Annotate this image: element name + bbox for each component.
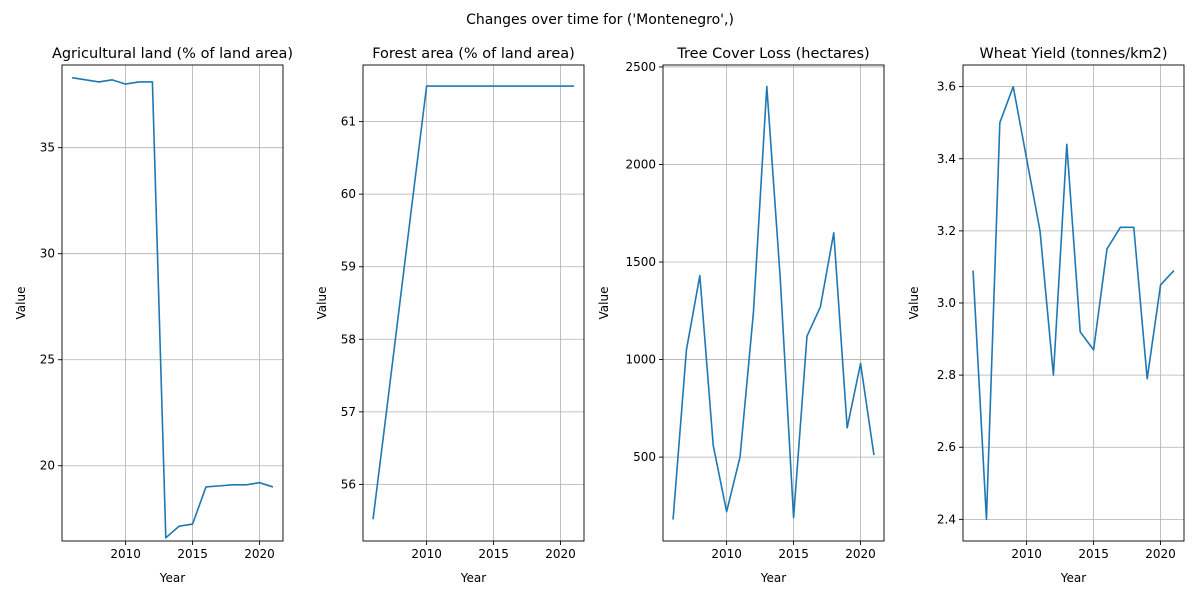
x-axis-label: Year: [1060, 571, 1086, 585]
x-tick-label: 2010: [411, 547, 442, 561]
subplot-3: 2010 2015 2020 500 1000 1500 2000 2500 Tree Cove…: [597, 46, 885, 585]
subplot-2: 2010 2015 2020 56 57 58 59 60 61 Forest area (% o…: [315, 46, 585, 585]
subplot-title: Forest area (% of land area): [372, 46, 575, 62]
axes-frame: [61, 64, 284, 542]
x-tick-label: 2015: [177, 547, 208, 561]
y-tick-label: 3.6: [937, 80, 956, 94]
x-tick-label: 2020: [545, 547, 576, 561]
subplot-4: 2010 2015 2020 2.4 2.6 2.8 3.0 3.2 3.4 3.6 Wheat Y…: [907, 46, 1185, 585]
series-line: [672, 85, 875, 520]
y-tick-label: 3.2: [937, 224, 956, 238]
y-tick-label: 59: [341, 260, 356, 274]
y-tick-label: 57: [341, 405, 356, 419]
y-tick-label: 1000: [625, 353, 656, 367]
figure-suptitle: Changes over time for ('Montenegro',): [466, 12, 734, 28]
y-tick-label: 30: [40, 247, 55, 261]
x-tick-label: 2015: [778, 547, 809, 561]
y-tick-label: 20: [40, 459, 55, 473]
x-axis-label: Year: [760, 571, 786, 585]
y-axis-label: Value: [597, 287, 611, 320]
y-tick-label: 500: [633, 450, 656, 464]
x-tick-label: 2020: [1145, 547, 1176, 561]
y-tick-label: 2.6: [937, 440, 956, 454]
y-tick-label: 35: [40, 141, 55, 155]
axes-frame: [662, 64, 885, 542]
series-line: [972, 85, 1175, 521]
y-tick-label: 1500: [625, 255, 656, 269]
series-line: [71, 76, 274, 539]
y-axis-label: Value: [315, 287, 329, 320]
y-tick-label: 3.4: [937, 152, 956, 166]
y-tick-label: 2.8: [937, 368, 956, 382]
y-axis-label: Value: [14, 287, 28, 320]
axes-frame: [362, 64, 585, 542]
x-tick-label: 2020: [845, 547, 876, 561]
x-tick-label: 2015: [478, 547, 509, 561]
x-axis-label: Year: [159, 571, 185, 585]
x-tick-label: 2015: [1078, 547, 1109, 561]
y-tick-label: 60: [341, 187, 356, 201]
x-tick-label: 2010: [1011, 547, 1042, 561]
y-tick-label: 3.0: [937, 296, 956, 310]
y-tick-label: 2.4: [937, 512, 956, 526]
y-tick-label: 25: [40, 353, 55, 367]
y-tick-label: 2500: [625, 60, 656, 74]
y-tick-label: 2000: [625, 157, 656, 171]
series-line: [372, 85, 574, 520]
x-tick-label: 2020: [244, 547, 275, 561]
subplot-title: Tree Cover Loss (hectares): [676, 46, 869, 62]
y-tick-label: 56: [341, 477, 356, 491]
y-tick-label: 58: [341, 332, 356, 346]
y-axis-label: Value: [907, 287, 921, 320]
x-tick-label: 2010: [711, 547, 742, 561]
x-axis-label: Year: [460, 571, 486, 585]
subplot-title: Agricultural land (% of land area): [52, 46, 293, 62]
y-tick-label: 61: [341, 115, 356, 129]
x-tick-label: 2010: [110, 547, 141, 561]
subplot-title: Wheat Yield (tonnes/km2): [979, 46, 1167, 62]
